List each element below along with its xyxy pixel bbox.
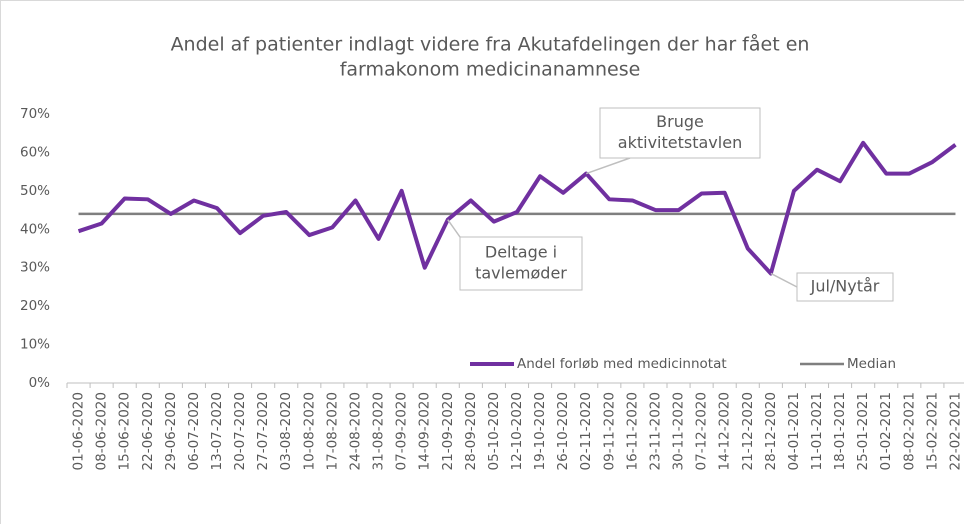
x-tick-label: 10-08-2020 xyxy=(301,392,317,470)
annotation-leader xyxy=(770,272,798,288)
x-tick-label: 28-12-2020 xyxy=(763,392,779,470)
x-tick-label: 29-06-2020 xyxy=(163,392,179,470)
y-tick-label: 40% xyxy=(20,221,50,237)
x-tick-label: 30-11-2020 xyxy=(671,392,687,470)
annotation-leader xyxy=(447,219,461,238)
x-tick-label: 21-09-2020 xyxy=(440,392,456,470)
annotation-box xyxy=(599,107,761,159)
annotation-text: tavlemøder xyxy=(475,264,567,283)
annotation-text: Deltage i xyxy=(485,243,557,262)
x-tick-label: 21-12-2020 xyxy=(740,392,756,470)
x-tick-label: 04-01-2021 xyxy=(786,392,802,470)
x-tick-label: 08-06-2020 xyxy=(94,392,110,470)
y-tick-label: 20% xyxy=(20,298,50,314)
x-tick-label: 20-07-2020 xyxy=(232,392,248,470)
x-tick-label: 31-08-2020 xyxy=(371,392,387,470)
x-tick-label: 02-11-2020 xyxy=(578,392,594,470)
annotation-text: Bruge xyxy=(656,112,704,131)
x-tick-label: 23-11-2020 xyxy=(647,392,663,470)
x-tick-label: 17-08-2020 xyxy=(324,392,340,470)
x-tick-label: 03-08-2020 xyxy=(278,392,294,470)
y-tick-label: 10% xyxy=(20,337,50,353)
x-tick-label: 14-12-2020 xyxy=(717,392,733,470)
y-tick-label: 70% xyxy=(20,106,50,122)
x-tick-label: 08-02-2021 xyxy=(901,392,917,470)
x-tick-label: 11-01-2021 xyxy=(809,392,825,470)
chart-title: Andel af patienter indlagt videre fra Ak… xyxy=(171,33,810,56)
x-tick-label: 01-02-2021 xyxy=(878,392,894,470)
y-tick-label: 0% xyxy=(29,375,51,391)
x-tick-label: 22-06-2020 xyxy=(140,392,156,470)
legend-label: Median xyxy=(847,356,896,372)
series-line xyxy=(77,140,957,276)
y-tick-label: 50% xyxy=(20,183,50,199)
x-tick-label: 24-08-2020 xyxy=(347,392,363,470)
x-tick-label: 18-01-2021 xyxy=(832,392,848,470)
x-tick-label: 15-06-2020 xyxy=(117,392,133,470)
x-tick-label: 05-10-2020 xyxy=(486,392,502,470)
x-tick-label: 13-07-2020 xyxy=(209,392,225,470)
x-tick-label: 07-09-2020 xyxy=(394,392,410,470)
x-tick-label: 07-12-2020 xyxy=(694,392,710,470)
x-tick-label: 25-01-2021 xyxy=(855,392,871,470)
x-tick-label: 27-07-2020 xyxy=(255,392,271,470)
x-tick-label: 28-09-2020 xyxy=(463,392,479,470)
annotation-box xyxy=(796,272,894,302)
x-tick-label: 06-07-2020 xyxy=(186,392,202,470)
annotation-text: aktivitetstavlen xyxy=(618,133,742,152)
x-tick-label: 01-06-2020 xyxy=(71,392,87,470)
x-tick-label: 09-11-2020 xyxy=(601,392,617,470)
y-tick-label: 60% xyxy=(20,144,50,160)
x-tick-label: 16-11-2020 xyxy=(624,392,640,470)
chart-title: farmakonom medicinanamnese xyxy=(340,59,641,81)
x-tick-label: 12-10-2020 xyxy=(509,392,525,470)
x-tick-label: 22-02-2021 xyxy=(947,392,963,470)
legend-label: Andel forløb med medicinnotat xyxy=(517,356,727,372)
y-tick-label: 30% xyxy=(20,260,50,276)
annotation-box xyxy=(459,236,583,291)
x-tick-label: 19-10-2020 xyxy=(532,392,548,470)
x-tick-label: 15-02-2021 xyxy=(924,392,940,470)
annotation-leader xyxy=(585,157,631,175)
x-tick-label: 14-09-2020 xyxy=(417,392,433,470)
annotation-text: Jul/Nytår xyxy=(810,277,880,296)
x-tick-label: 26-10-2020 xyxy=(555,392,571,470)
